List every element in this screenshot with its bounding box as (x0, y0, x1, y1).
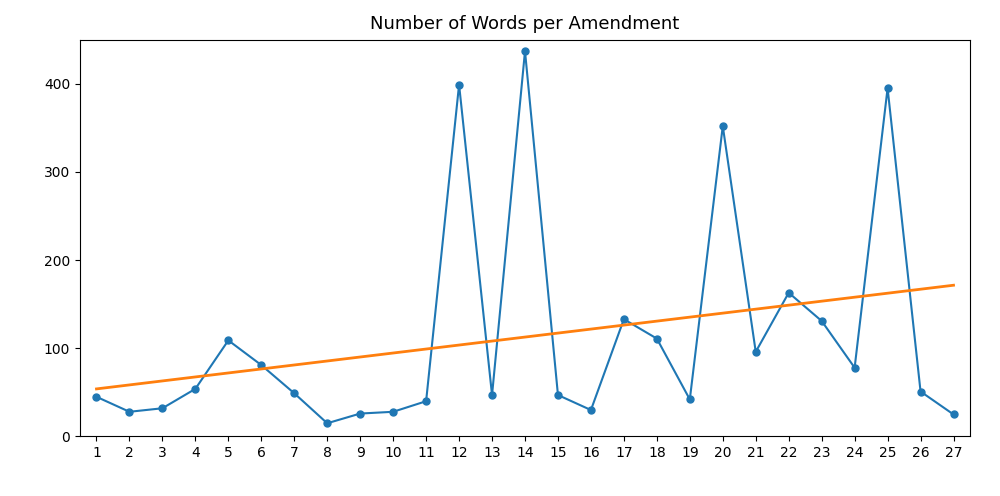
Title: Number of Words per Amendment: Number of Words per Amendment (370, 14, 680, 33)
